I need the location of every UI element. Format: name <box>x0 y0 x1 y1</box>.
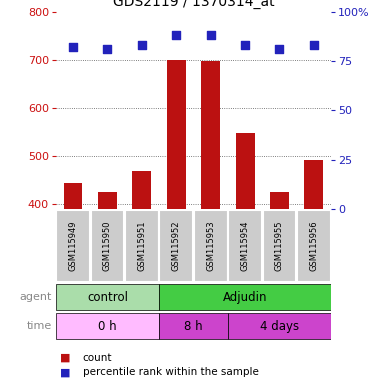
FancyBboxPatch shape <box>90 210 124 281</box>
Point <box>173 32 179 38</box>
Text: GSM115949: GSM115949 <box>69 220 77 271</box>
FancyBboxPatch shape <box>297 210 331 281</box>
Text: count: count <box>83 353 112 363</box>
Bar <box>132 171 151 209</box>
Bar <box>270 192 289 209</box>
Text: percentile rank within the sample: percentile rank within the sample <box>83 367 259 377</box>
FancyBboxPatch shape <box>263 210 296 281</box>
Title: GDS2119 / 1370314_at: GDS2119 / 1370314_at <box>113 0 274 9</box>
Text: GSM115951: GSM115951 <box>137 220 146 271</box>
Bar <box>201 61 220 209</box>
Point <box>104 46 110 52</box>
Text: GSM115954: GSM115954 <box>241 220 249 271</box>
Bar <box>98 192 117 209</box>
Text: ■: ■ <box>60 353 70 363</box>
FancyBboxPatch shape <box>56 284 159 311</box>
Text: GSM115956: GSM115956 <box>310 220 318 271</box>
Point <box>139 42 145 48</box>
Point <box>242 42 248 48</box>
FancyBboxPatch shape <box>228 313 331 339</box>
FancyBboxPatch shape <box>228 210 262 281</box>
Point <box>208 32 214 38</box>
Text: 0 h: 0 h <box>98 319 117 333</box>
FancyBboxPatch shape <box>159 284 331 311</box>
Text: control: control <box>87 291 128 304</box>
FancyBboxPatch shape <box>125 210 159 281</box>
FancyBboxPatch shape <box>159 313 228 339</box>
Text: Adjudin: Adjudin <box>223 291 267 304</box>
Text: time: time <box>27 321 52 331</box>
Bar <box>167 60 186 209</box>
Text: agent: agent <box>20 292 52 302</box>
Text: 8 h: 8 h <box>184 319 203 333</box>
Text: GSM115952: GSM115952 <box>172 220 181 271</box>
Bar <box>236 133 254 209</box>
FancyBboxPatch shape <box>159 210 193 281</box>
FancyBboxPatch shape <box>194 210 228 281</box>
Text: 4 days: 4 days <box>260 319 299 333</box>
Text: GSM115953: GSM115953 <box>206 220 215 271</box>
Point <box>311 42 317 48</box>
Bar <box>305 160 323 209</box>
Text: GSM115950: GSM115950 <box>103 220 112 271</box>
Bar <box>64 183 82 209</box>
Text: ■: ■ <box>60 367 70 377</box>
Text: GSM115955: GSM115955 <box>275 220 284 271</box>
Point <box>276 46 283 52</box>
FancyBboxPatch shape <box>56 210 90 281</box>
FancyBboxPatch shape <box>56 313 159 339</box>
Point <box>70 44 76 50</box>
